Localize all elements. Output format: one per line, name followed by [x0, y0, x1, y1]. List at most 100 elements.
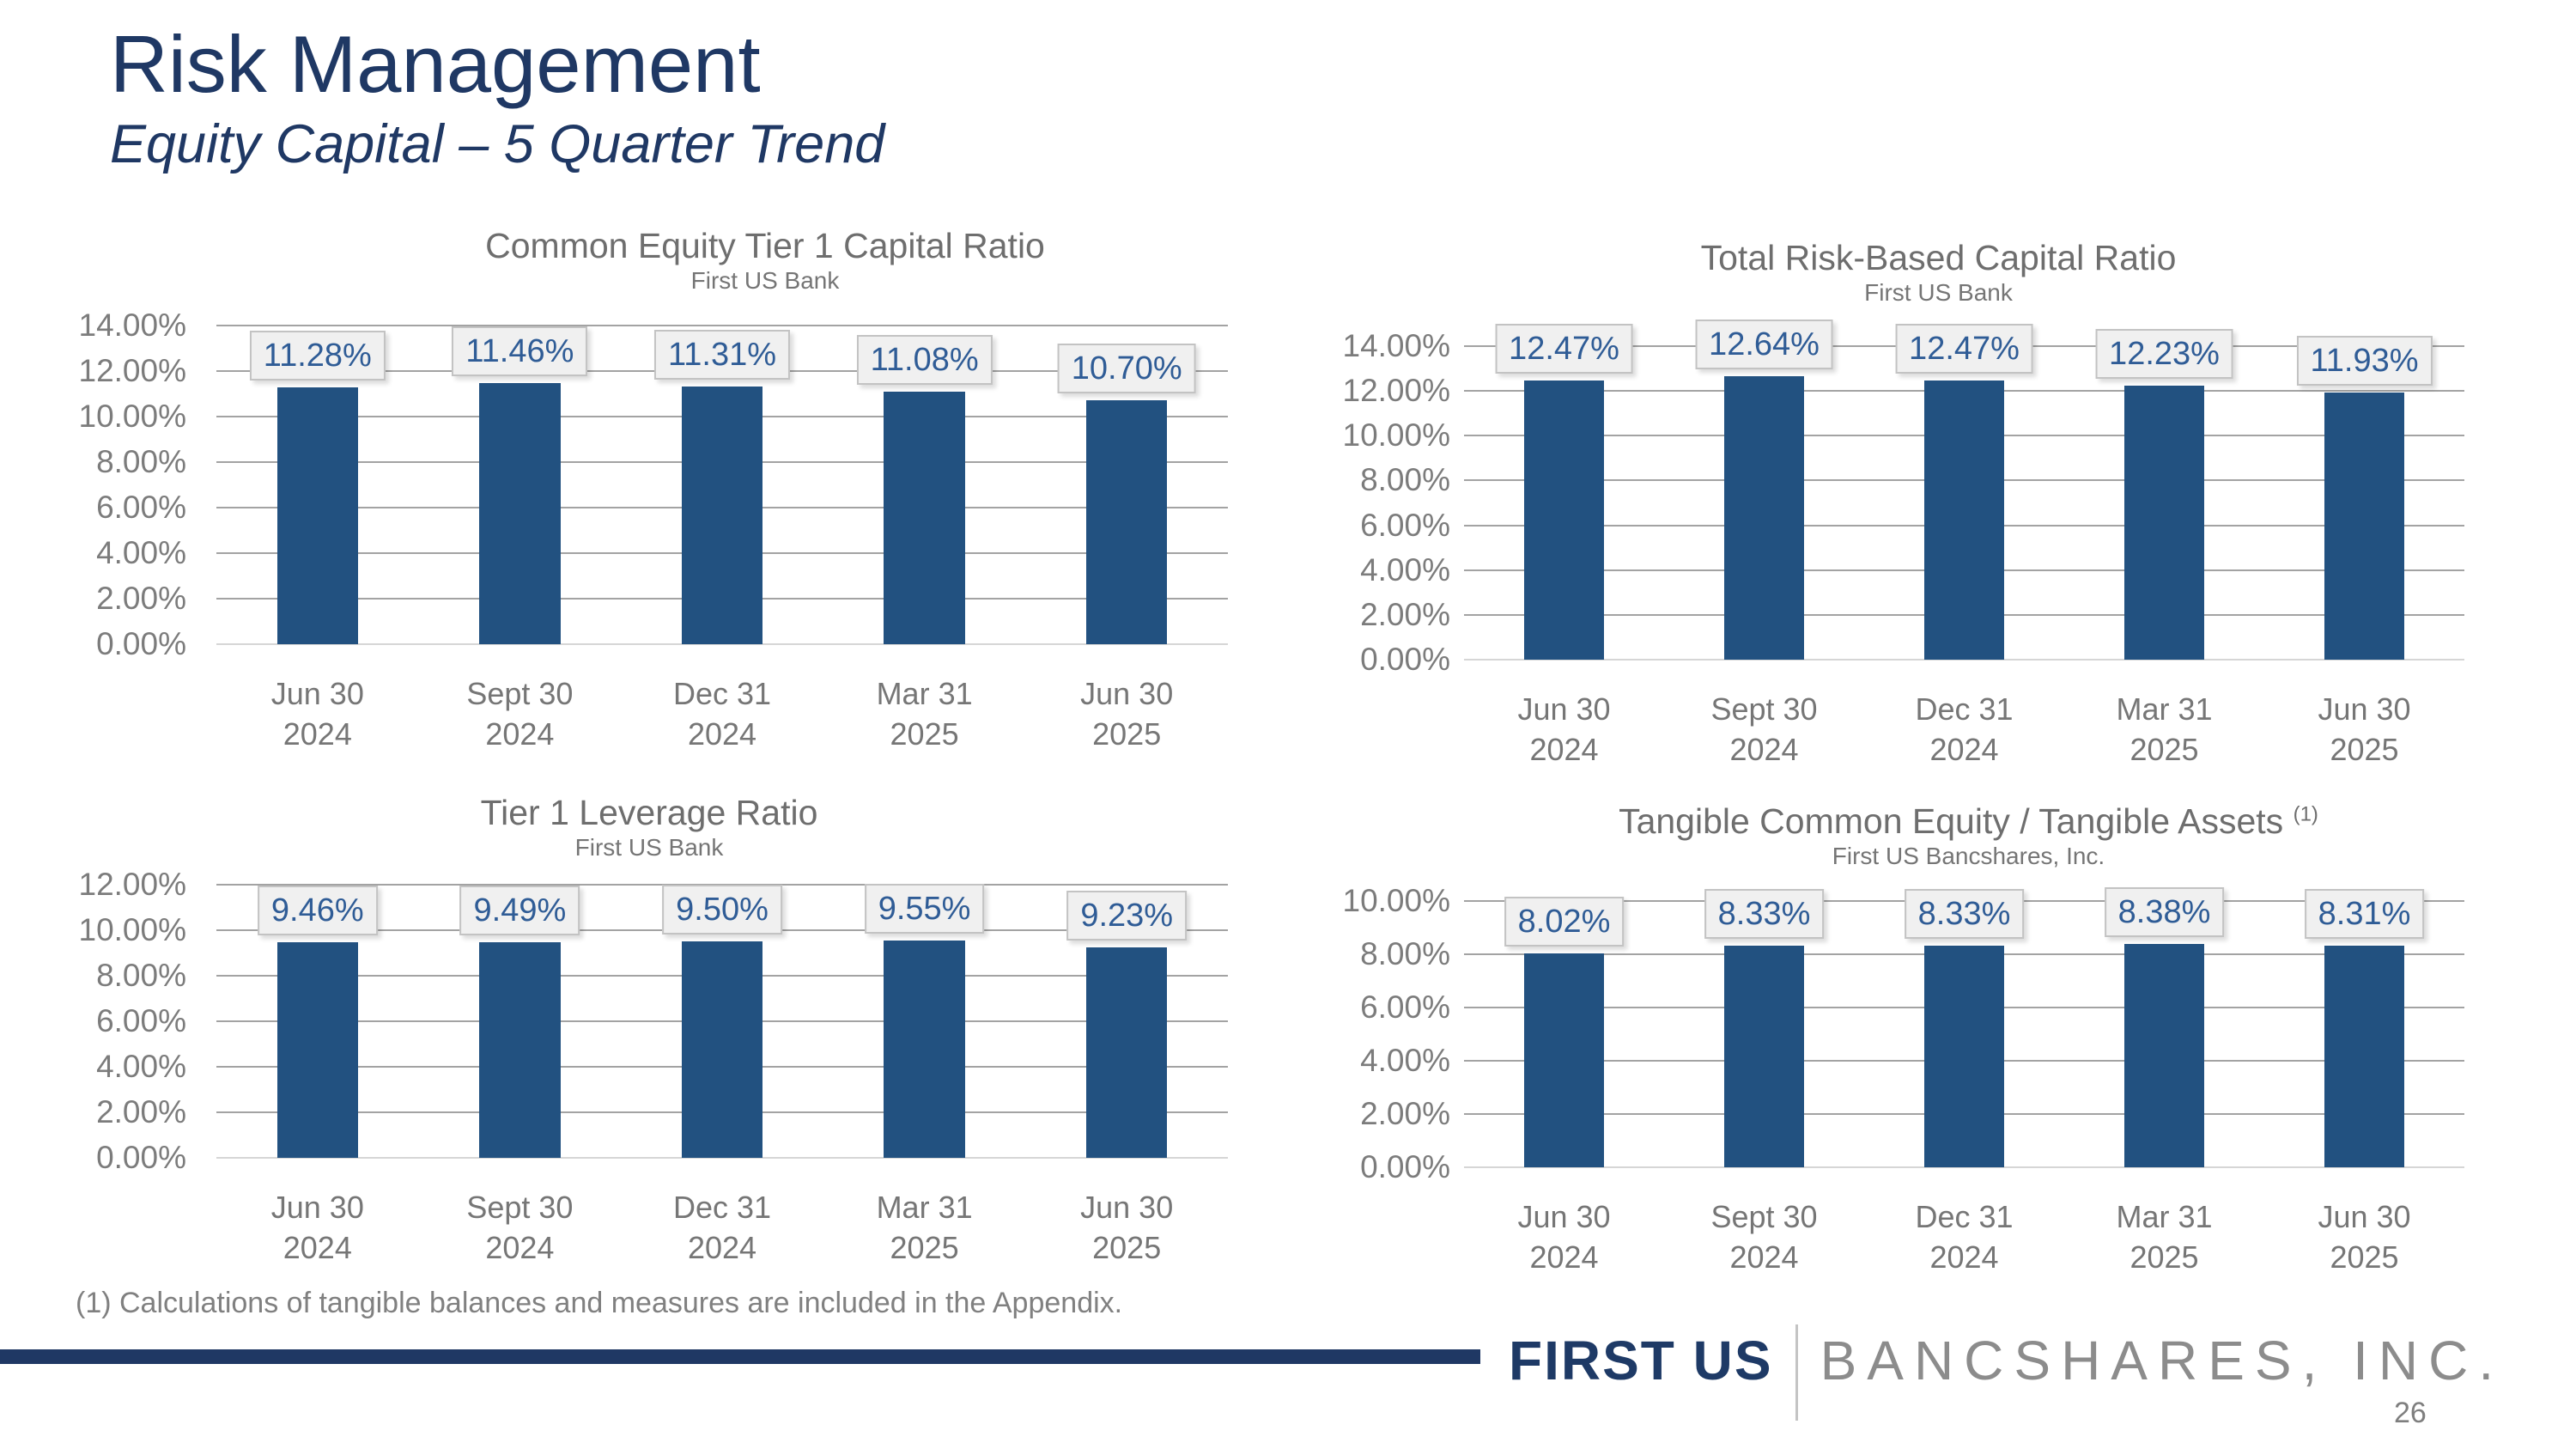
- bar-value-label: 9.55%: [864, 883, 985, 934]
- header: Risk Management Equity Capital – 5 Quart…: [110, 21, 884, 174]
- x-axis-tick-label: Jun 30 2024: [1517, 1199, 1611, 1275]
- chart-title-text: Common Equity Tier 1 Capital Ratio: [485, 226, 1045, 265]
- y-axis-tick-label: 12.00%: [1342, 373, 1451, 409]
- brand-divider: [1795, 1324, 1798, 1421]
- page-title: Risk Management: [110, 19, 761, 109]
- x-axis-tick-label: Sept 30 2024: [1710, 1199, 1818, 1275]
- y-axis-tick-label: 0.00%: [96, 626, 186, 661]
- brand-logo: FIRST US BANCSHARES, INC.: [1509, 1324, 2505, 1421]
- y-axis-tick-label: 14.00%: [78, 307, 187, 343]
- chart-subtitle: First US Bank: [574, 834, 724, 861]
- y-axis-tick-label: 2.00%: [1360, 596, 1450, 632]
- plot-area: 9.46% 9.49% 9.50% 9.55% 9.23%: [216, 883, 1228, 1159]
- x-axis-tick-label: Mar 31 2025: [2116, 691, 2213, 767]
- chart-total-risk-based-capital: Total Risk-Based Capital Ratio First US …: [1318, 237, 2464, 780]
- chart-title-footnote-ref: (1): [2293, 802, 2318, 826]
- y-axis-tick-label: 6.00%: [1360, 989, 1450, 1025]
- bar-value-label: 11.93%: [2296, 335, 2433, 386]
- x-axis: Jun 30 2024 Sept 30 2024 Dec 31 2024 Mar 31…: [1464, 660, 2464, 780]
- y-axis-tick-label: 6.00%: [96, 1003, 186, 1038]
- bar: [884, 392, 965, 644]
- y-axis-tick-label: 12.00%: [78, 867, 187, 902]
- bar: [1086, 400, 1168, 644]
- bar: [1923, 945, 2005, 1167]
- chart-subtitle: First US Bancshares, Inc.: [1832, 843, 2105, 869]
- bar: [2324, 946, 2405, 1167]
- y-axis-tick-label: 10.00%: [1342, 883, 1451, 918]
- y-axis-tick-label: 2.00%: [96, 1094, 186, 1129]
- bar: [1523, 380, 1605, 660]
- gridline: [216, 325, 1228, 326]
- y-axis: 14.00% 12.00% 10.00% 8.00% 6.00% 4.00% 2.00% 0.…: [70, 307, 216, 661]
- chart-tangible-common-equity: Tangible Common Equity / Tangible Assets…: [1318, 801, 2464, 1288]
- plot-row: 10.00% 8.00% 6.00% 4.00% 2.00% 0.00% 8.02% 8.3…: [1318, 883, 2464, 1184]
- bar: [1086, 947, 1168, 1158]
- plot-row: 12.00% 10.00% 8.00% 6.00% 4.00% 2.00% 0.00% 9.…: [70, 867, 1228, 1175]
- bar: [1923, 380, 2005, 660]
- chart-subtitle: First US Bank: [1864, 279, 2013, 306]
- x-axis: Jun 30 2024 Sept 30 2024 Dec 31 2024 Mar 31…: [216, 1158, 1228, 1278]
- bar-value-label: 12.23%: [2095, 329, 2233, 380]
- chart-tier1-leverage: Tier 1 Leverage Ratio First US Bank 12.0…: [70, 792, 1228, 1278]
- bar-value-label: 8.31%: [2304, 889, 2425, 940]
- brand-secondary: BANCSHARES, INC.: [1820, 1330, 2505, 1391]
- bar: [479, 383, 561, 644]
- bar: [1723, 376, 1805, 660]
- y-axis-tick-label: 4.00%: [96, 1049, 186, 1084]
- bar-value-label: 11.46%: [452, 326, 588, 377]
- y-axis-tick-label: 10.00%: [1342, 417, 1451, 454]
- y-axis-tick-label: 4.00%: [96, 535, 186, 570]
- x-axis-tick-label: Sept 30 2024: [466, 676, 574, 752]
- gridline: [216, 1157, 1228, 1159]
- y-axis-tick-label: 8.00%: [1360, 462, 1450, 498]
- gridline: [1464, 1166, 2464, 1168]
- chart-common-equity-tier1: Common Equity Tier 1 Capital Ratio First…: [70, 225, 1228, 764]
- y-axis-tick-label: 0.00%: [96, 1140, 186, 1175]
- bar-value-label: 9.23%: [1066, 891, 1188, 941]
- y-axis-tick-label: 0.00%: [1360, 642, 1450, 677]
- bar-value-label: 9.50%: [662, 885, 782, 935]
- bar: [2123, 386, 2205, 660]
- page-number: 26: [2394, 1397, 2427, 1429]
- gridline: [216, 884, 1228, 886]
- chart-title-text: Tangible Common Equity / Tangible Assets: [1619, 801, 2284, 841]
- bar-value-label: 8.38%: [2104, 887, 2225, 938]
- y-axis-tick-label: 4.00%: [1360, 1043, 1450, 1078]
- x-axis-tick-label: Jun 30 2025: [1080, 1190, 1174, 1265]
- y-axis-tick-label: 14.00%: [1342, 328, 1451, 363]
- bar-value-label: 8.02%: [1504, 897, 1625, 947]
- y-axis-tick-label: 10.00%: [78, 399, 187, 434]
- bar: [276, 942, 358, 1158]
- bar-value-label: 11.31%: [653, 330, 791, 381]
- x-axis-tick-label: Dec 31 2024: [672, 676, 772, 752]
- chart-title-text: Tier 1 Leverage Ratio: [480, 793, 818, 832]
- y-axis: 14.00% 12.00% 10.00% 8.00% 6.00% 4.00% 2.00% 0.…: [1318, 328, 1464, 677]
- bar: [681, 387, 763, 644]
- y-axis-tick-label: 2.00%: [96, 581, 186, 616]
- plot-row: 14.00% 12.00% 10.00% 8.00% 6.00% 4.00% 2.00% 0.…: [70, 307, 1228, 661]
- divider-rule: [0, 1349, 1480, 1364]
- chart-title: Tier 1 Leverage Ratio: [143, 792, 1155, 833]
- y-axis: 12.00% 10.00% 8.00% 6.00% 4.00% 2.00% 0.00%: [70, 867, 216, 1175]
- gridline: [216, 643, 1228, 645]
- chart-title: Tangible Common Equity / Tangible Assets…: [1468, 801, 2469, 842]
- bar-value-label: 11.28%: [249, 331, 386, 381]
- y-axis-tick-label: 8.00%: [96, 444, 186, 479]
- x-axis-tick-label: Dec 31 2024: [672, 1190, 772, 1265]
- x-axis-tick-label: Jun 30 2025: [2318, 691, 2411, 767]
- footnote: (1) Calculations of tangible balances an…: [76, 1287, 1123, 1319]
- plot-area: 12.47% 12.64% 12.47% 12.23% 11.93%: [1464, 320, 2464, 661]
- bar-value-label: 9.46%: [257, 886, 378, 936]
- chart-title: Common Equity Tier 1 Capital Ratio: [259, 225, 1271, 266]
- x-axis-tick-label: Jun 30 2024: [270, 676, 364, 752]
- x-axis-tick-label: Mar 31 2025: [2116, 1199, 2213, 1275]
- bar-value-label: 12.64%: [1695, 320, 1833, 370]
- x-axis-tick-label: Mar 31 2025: [876, 1190, 973, 1265]
- chart-title-text: Total Risk-Based Capital Ratio: [1700, 238, 2177, 277]
- plot-area: 8.02% 8.33% 8.33% 8.38% 8.31%: [1464, 887, 2464, 1168]
- bar: [2324, 392, 2405, 660]
- bar: [681, 941, 763, 1158]
- chart-subtitle: First US Bank: [690, 267, 840, 294]
- y-axis-tick-label: 8.00%: [1360, 936, 1450, 971]
